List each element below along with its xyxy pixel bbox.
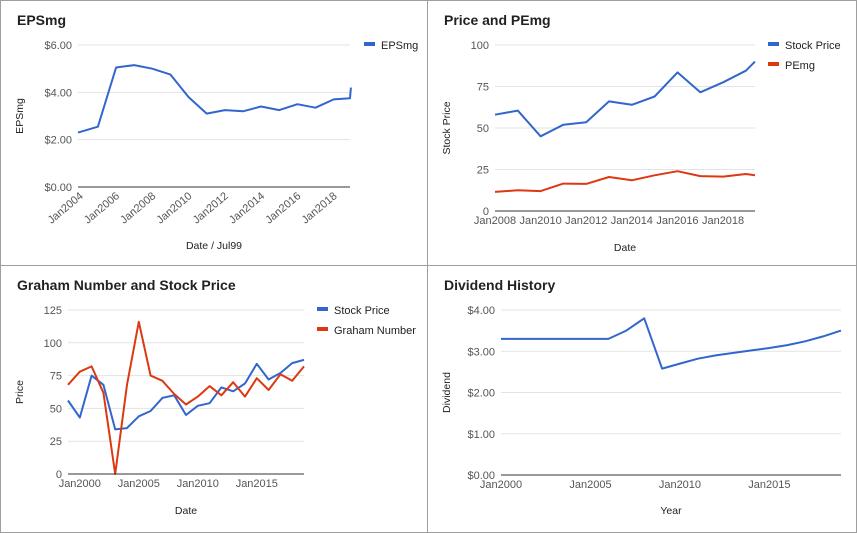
y-tick-label: 0 <box>483 206 489 218</box>
legend-label: Stock Price <box>334 305 390 317</box>
x-tick-label: Jan2016 <box>263 190 303 226</box>
series-line <box>494 170 756 193</box>
x-axis-title: Date / Jul99 <box>186 240 242 252</box>
y-tick-label: 75 <box>477 82 489 94</box>
y-tick-label: $0.00 <box>467 470 495 482</box>
chart-title: Graham Number and Stock Price <box>17 277 236 293</box>
y-tick-label: 0 <box>56 469 62 481</box>
y-tick-label: 50 <box>477 123 489 135</box>
legend-swatch <box>317 307 328 311</box>
x-tick-label: Jan2018 <box>702 215 744 227</box>
y-tick-label: 100 <box>471 40 489 52</box>
x-tick-label: Jan2010 <box>154 190 194 226</box>
y-axis-title: Price <box>14 380 26 404</box>
series-line <box>67 320 305 475</box>
x-axis-title: Date <box>614 242 636 254</box>
x-tick-label: Jan2016 <box>656 215 698 227</box>
dividend-chart: $0.00 $1.00 $2.00 $3.00 $4.00 Jan2000 Jan2005 J… <box>441 305 842 517</box>
y-tick-label: $0.00 <box>44 182 72 194</box>
x-tick-label: Jan2008 <box>118 190 158 226</box>
legend-swatch <box>317 327 328 331</box>
x-tick-label: Jan2004 <box>46 190 86 226</box>
legend-swatch <box>768 62 779 66</box>
y-tick-label: $1.00 <box>467 429 495 441</box>
x-tick-label: Jan2010 <box>520 215 562 227</box>
graham-chart-panel: Graham Number and Stock Price 0 25 50 75 100… <box>0 265 428 533</box>
x-axis-title: Date <box>175 505 197 517</box>
x-tick-label: Jan2000 <box>59 478 101 490</box>
legend-swatch <box>768 42 779 46</box>
x-axis-title: Year <box>660 505 682 517</box>
y-axis-title: Dividend <box>441 372 453 413</box>
y-tick-label: $4.00 <box>44 87 72 99</box>
y-tick-label: $3.00 <box>467 346 495 358</box>
y-tick-label: 75 <box>50 371 62 383</box>
x-tick-label: Jan2010 <box>177 478 219 490</box>
y-tick-label: $6.00 <box>44 40 72 52</box>
x-tick-label: Jan2008 <box>474 215 516 227</box>
x-tick-label: Jan2000 <box>480 479 522 491</box>
x-tick-label: Jan2010 <box>659 479 701 491</box>
x-tick-label: Jan2012 <box>565 215 607 227</box>
legend-label: Stock Price <box>785 40 841 52</box>
series-line <box>494 60 756 138</box>
x-tick-label: Jan2006 <box>82 190 122 226</box>
y-axis-title: Stock Price <box>441 101 453 154</box>
eps-chart-panel: EPSmg $0.00 $2.00 $4.00 $6.00 Jan2004 Jan2006… <box>0 0 428 266</box>
x-tick-label: Jan2005 <box>118 478 160 490</box>
eps-chart: $0.00 $2.00 $4.00 $6.00 Jan2004Jan2006Jan200… <box>14 40 418 252</box>
y-tick-label: 25 <box>477 165 489 177</box>
legend-label: PEmg <box>785 60 815 72</box>
chart-title: Dividend History <box>444 277 556 293</box>
dividend-chart-panel: Dividend History $0.00 $1.00 $2.00 $3.00 $4.… <box>427 265 857 533</box>
x-tick-label: Jan2014 <box>227 190 267 226</box>
x-tick-label: Jan2014 <box>611 215 653 227</box>
legend-label: EPSmg <box>381 40 418 52</box>
series-line <box>77 64 352 134</box>
y-tick-label: $2.00 <box>44 135 72 147</box>
y-tick-label: 50 <box>50 403 62 415</box>
legend-label: Graham Number <box>334 325 416 337</box>
series-line <box>501 317 842 370</box>
graham-chart: 0 25 50 75 100 125 Jan2000 Jan2005 Jan2010 Jan201… <box>14 305 416 517</box>
y-tick-label: 125 <box>44 305 62 317</box>
y-axis-title: EPSmg <box>14 98 26 134</box>
x-tick-label: Jan2012 <box>191 190 231 226</box>
chart-title: EPSmg <box>17 12 67 28</box>
x-tick-label: Jan2015 <box>748 479 790 491</box>
y-tick-label: $4.00 <box>467 305 495 317</box>
x-tick-label: Jan2018 <box>300 190 340 226</box>
x-tick-label: Jan2005 <box>569 479 611 491</box>
y-tick-label: $2.00 <box>467 388 495 400</box>
series-line <box>67 358 305 431</box>
legend-swatch <box>364 42 375 46</box>
price-pemg-chart-panel: Price and PEmg 0 25 50 75 100 Jan2008 Jan2010 J… <box>427 0 857 266</box>
x-tick-label: Jan2015 <box>236 478 278 490</box>
y-tick-label: 25 <box>50 436 62 448</box>
chart-title: Price and PEmg <box>444 12 551 28</box>
y-tick-label: 100 <box>44 338 62 350</box>
